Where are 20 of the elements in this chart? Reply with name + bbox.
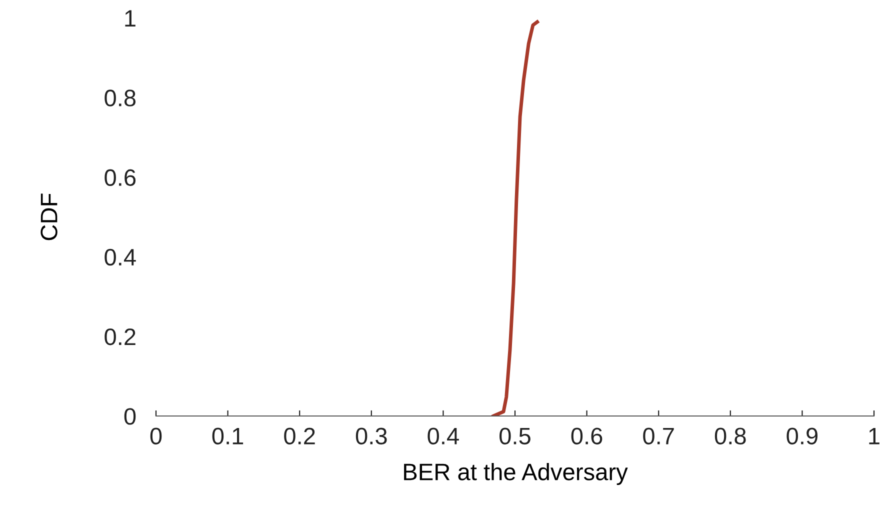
- x-tick-label: 0.4: [428, 428, 459, 444]
- x-tick-label: 0.6: [571, 428, 602, 444]
- y-axis-title: CDF: [40, 194, 58, 240]
- y-tick-label: 1: [125, 10, 136, 27]
- y-tick-label: 0: [124, 408, 136, 425]
- x-tick-label: 1: [869, 428, 880, 444]
- x-tick-label: 0.9: [786, 428, 818, 444]
- y-tick-label: 0.4: [104, 248, 136, 266]
- x-tick-label: 0.5: [500, 428, 530, 444]
- x-axis-title: BER at the Adversary: [404, 463, 628, 486]
- y-tick-label: 0.6: [104, 169, 136, 186]
- line-series: [492, 20, 539, 416]
- y-tick-label: 0.8: [104, 90, 136, 106]
- y-tick-label: 0.2: [104, 328, 136, 346]
- x-tick-label: 0.2: [284, 428, 315, 444]
- x-tick-label: 0.8: [714, 428, 746, 444]
- x-tick-label: 0.1: [212, 428, 244, 444]
- x-tick-label: 0: [150, 428, 162, 444]
- x-tick-label: 0.7: [643, 428, 674, 444]
- x-tick-label: 0.3: [356, 428, 387, 444]
